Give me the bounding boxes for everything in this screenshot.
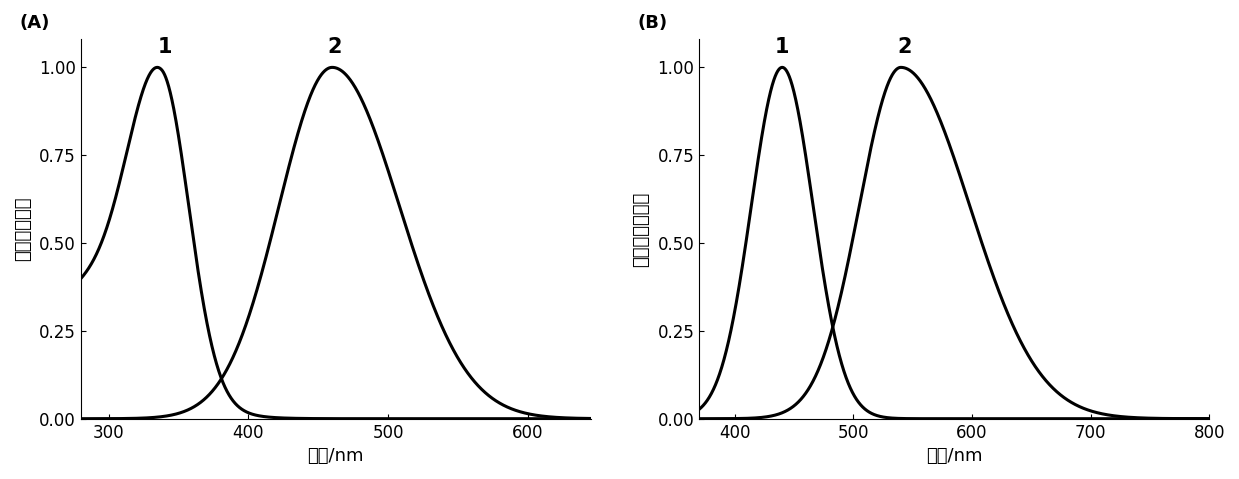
Text: 2: 2 xyxy=(328,37,342,57)
X-axis label: 波长/nm: 波长/nm xyxy=(926,447,983,465)
X-axis label: 波长/nm: 波长/nm xyxy=(307,447,364,465)
Y-axis label: 归一化荧光强度: 归一化荧光强度 xyxy=(632,191,650,267)
Text: (B): (B) xyxy=(638,14,668,32)
Y-axis label: 归一化吸光度: 归一化吸光度 xyxy=(14,197,32,261)
Text: (A): (A) xyxy=(20,14,50,32)
Text: 2: 2 xyxy=(897,37,912,57)
Text: 1: 1 xyxy=(157,37,172,57)
Text: 1: 1 xyxy=(774,37,789,57)
